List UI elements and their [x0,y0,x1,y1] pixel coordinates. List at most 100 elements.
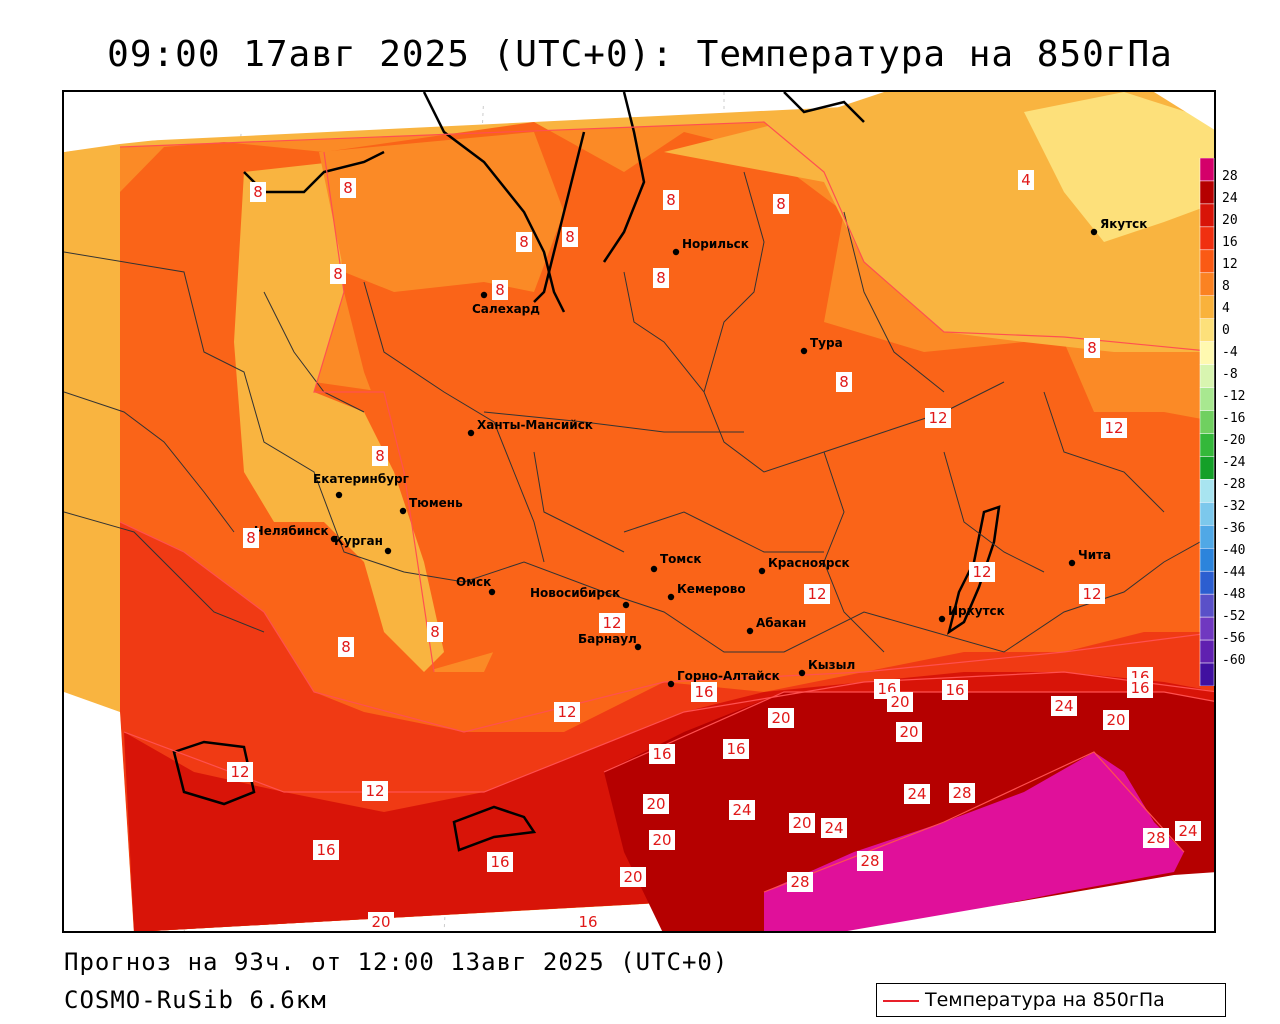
isotherm-label: 16 [575,912,601,932]
isotherm-label: 8 [338,637,354,657]
isotherm-label: 12 [1101,418,1127,438]
svg-text:24: 24 [824,819,843,837]
svg-text:12: 12 [230,763,249,781]
colorbar-swatch [1200,571,1214,594]
isotherm-label: 8 [340,178,356,198]
city-label: Кызыл [808,658,855,672]
isotherm-label: 8 [836,372,852,392]
isotherm-label: 8 [243,528,259,548]
city-label: Новосибирск [530,586,620,600]
svg-text:8: 8 [565,228,575,246]
svg-text:24: 24 [1054,697,1073,715]
city-label: Красноярск [768,556,850,570]
svg-text:8: 8 [839,373,849,391]
isotherm-label: 20 [643,794,669,814]
colorbar-label: -48 [1222,584,1245,606]
colorbar-swatch [1200,594,1214,617]
colorbar-label: -52 [1222,606,1245,628]
svg-text:20: 20 [652,831,671,849]
isotherm-label: 16 [691,682,717,702]
isotherm-label: 20 [620,867,646,887]
isotherm-label: 24 [1175,821,1201,841]
colorbar-label: -56 [1222,628,1245,650]
svg-text:28: 28 [1146,829,1165,847]
colorbar-swatch [1200,273,1214,296]
colorbar-label: -40 [1222,540,1245,562]
colorbar [1198,158,1218,686]
colorbar-swatch [1200,319,1214,342]
isotherm-label: 8 [372,446,388,466]
colorbar-swatch [1200,456,1214,479]
city-marker [1069,560,1075,566]
isotherm-label: 12 [227,762,253,782]
legend-line [883,1000,919,1002]
colorbar-label: -36 [1222,518,1245,540]
city-marker [759,568,765,574]
svg-text:16: 16 [726,740,745,758]
city-label: Курган [334,534,383,548]
forecast-info: Прогноз на 93ч. от 12:00 13авг 2025 (UTC… [64,948,728,976]
colorbar-swatch [1200,411,1214,434]
svg-text:8: 8 [343,179,353,197]
city-label: Омск [456,575,491,589]
svg-text:8: 8 [253,183,263,201]
isotherm-label: 24 [821,818,847,838]
colorbar-swatch [1200,296,1214,319]
isotherm-label: 16 [649,744,675,764]
svg-text:20: 20 [371,913,390,931]
svg-text:24: 24 [1178,822,1197,840]
city-marker [481,292,487,298]
svg-text:16: 16 [490,853,509,871]
svg-text:8: 8 [341,638,351,656]
svg-text:12: 12 [807,585,826,603]
colorbar-swatch [1200,663,1214,686]
svg-text:12: 12 [928,409,947,427]
isotherm-label: 12 [804,584,830,604]
city-label: Ханты-Мансийск [477,418,593,432]
colorbar-label: 0 [1222,320,1245,342]
legend-label: Температура на 850гПа [925,989,1165,1011]
isotherm-label: 16 [313,840,339,860]
colorbar-label: 4 [1222,298,1245,320]
colorbar-label: 20 [1222,210,1245,232]
isotherm-label: 16 [1127,678,1153,698]
svg-text:8: 8 [666,191,676,209]
colorbar-swatch [1200,502,1214,525]
field-t8-west-patch [319,132,564,292]
colorbar-swatch [1200,227,1214,250]
model-name: COSMO-RuSib 6.6км [64,986,327,1014]
city-marker [385,548,391,554]
isotherm-label: 16 [723,739,749,759]
isotherm-label: 8 [330,264,346,284]
isotherm-label: 20 [768,708,794,728]
isotherm-label: 28 [949,783,975,803]
city-label: Челябинск [254,524,329,538]
temperature-fields [64,92,1216,933]
svg-text:16: 16 [1130,679,1149,697]
isotherm-label: 20 [789,813,815,833]
city-marker [1091,229,1097,235]
city-marker [489,589,495,595]
city-label: Тура [810,336,843,350]
colorbar-swatch [1200,158,1214,181]
city-label: Чита [1078,548,1111,562]
isotherm-label: 12 [599,613,625,633]
isotherm-label: 28 [857,851,883,871]
city-marker [801,348,807,354]
isotherm-label: 8 [773,194,789,214]
colorbar-swatch [1200,250,1214,273]
colorbar-swatch [1200,204,1214,227]
colorbar-label: 16 [1222,232,1245,254]
svg-text:8: 8 [333,265,343,283]
isotherm-label: 20 [887,692,913,712]
svg-text:16: 16 [578,913,597,931]
colorbar-label: 8 [1222,276,1245,298]
colorbar-label: 28 [1222,166,1245,188]
svg-text:20: 20 [623,868,642,886]
svg-text:4: 4 [1021,171,1031,189]
colorbar-swatch [1200,181,1214,204]
city-marker [623,602,629,608]
isotherm-label: 20 [368,912,394,932]
colorbar-swatch [1200,617,1214,640]
svg-text:20: 20 [771,709,790,727]
